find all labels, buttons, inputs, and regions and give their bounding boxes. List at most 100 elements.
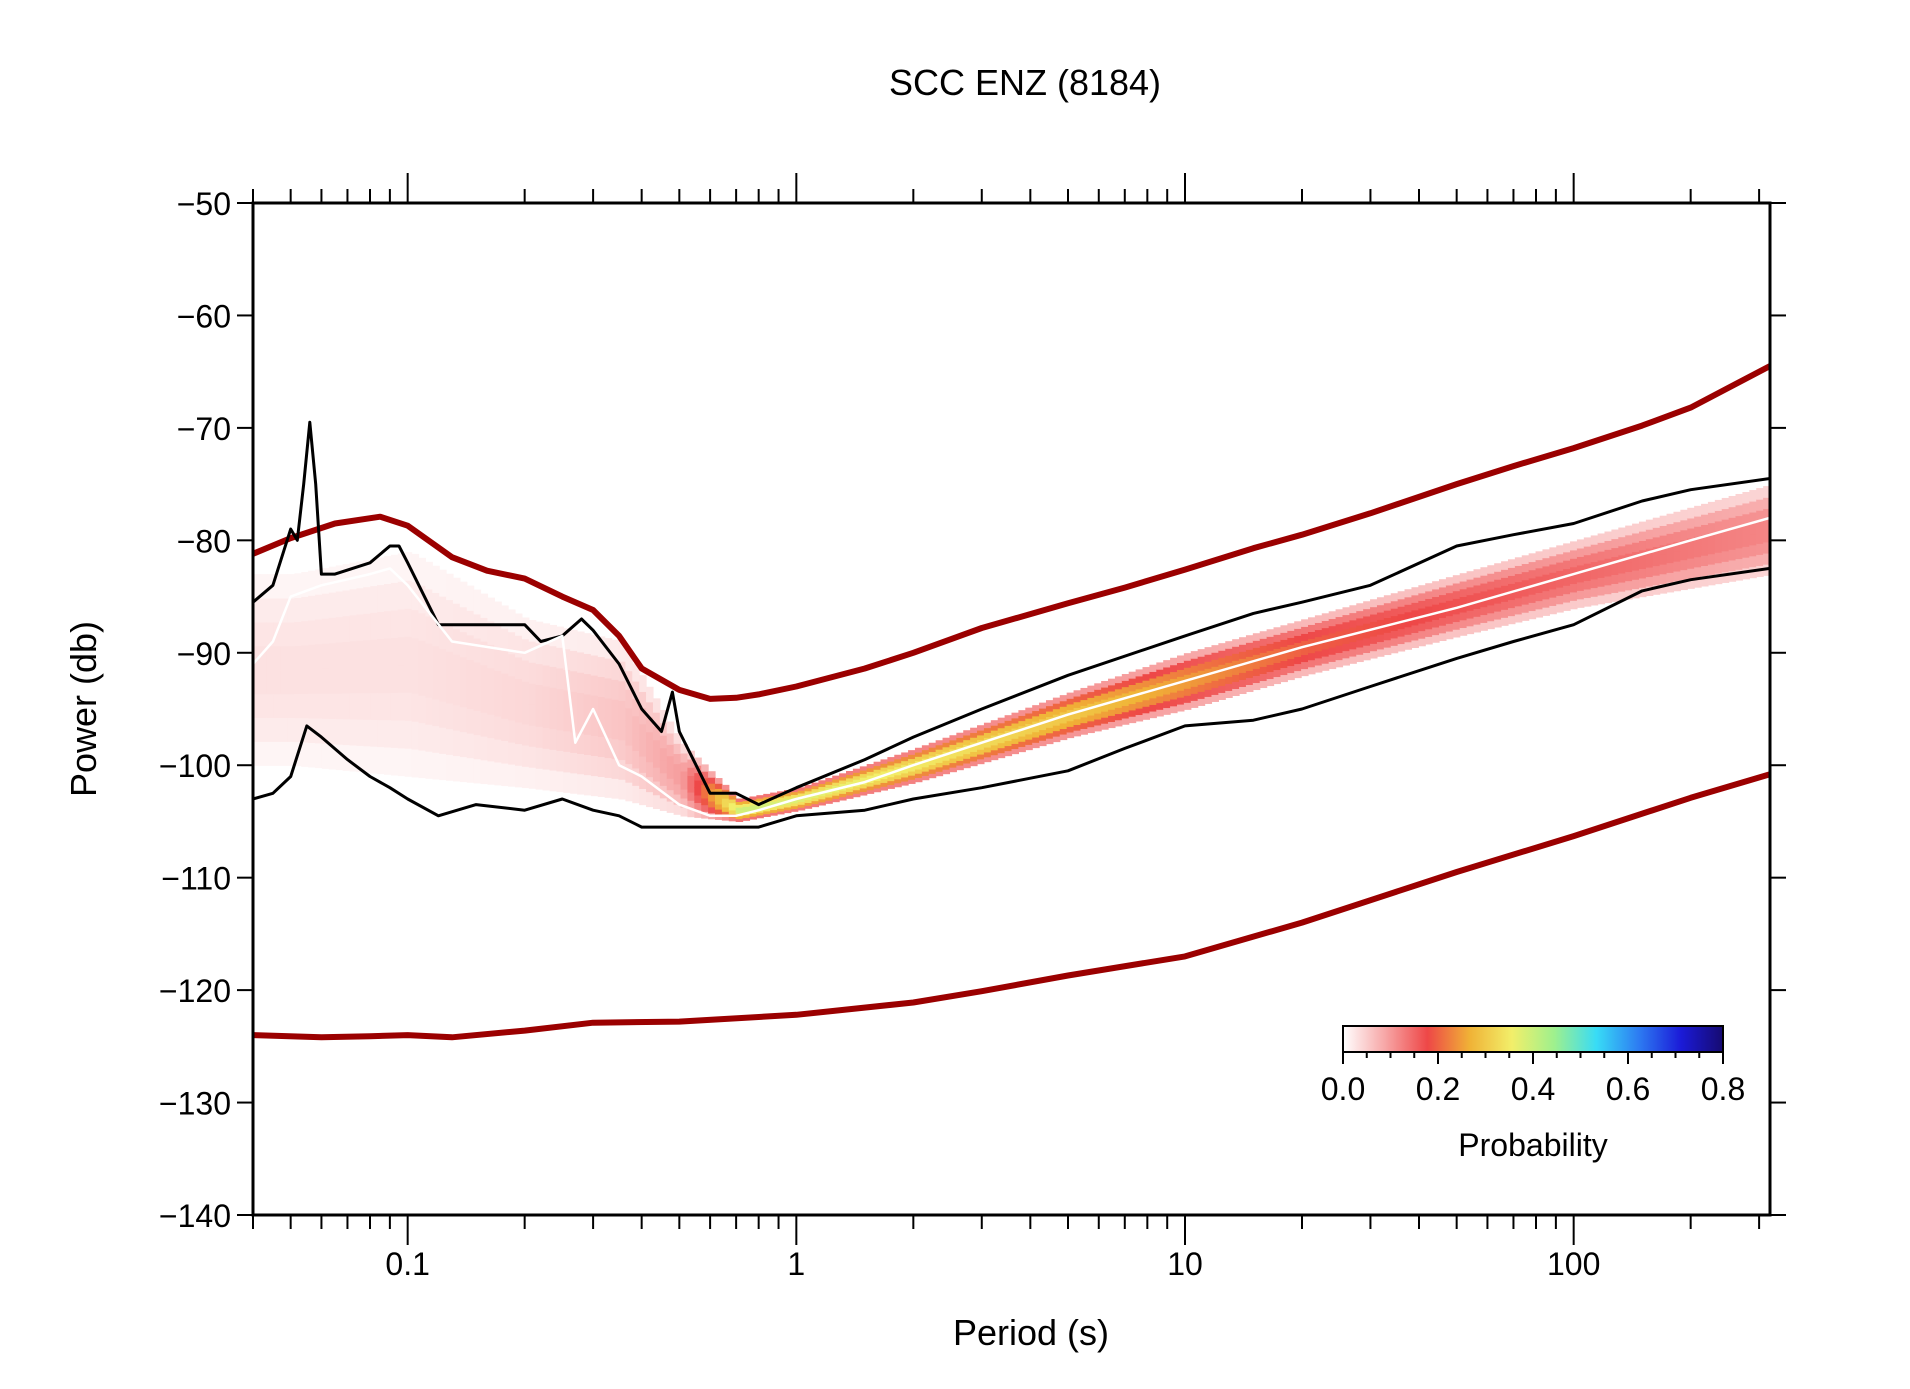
pdf-cell bbox=[1535, 567, 1544, 577]
pdf-cell bbox=[1363, 652, 1371, 661]
pdf-cell bbox=[997, 727, 1006, 734]
pdf-cell bbox=[611, 738, 620, 760]
pdf-cell bbox=[1652, 536, 1661, 547]
pdf-cell bbox=[1087, 697, 1095, 704]
pdf-cell bbox=[1487, 565, 1495, 574]
pdf-cell bbox=[1335, 659, 1344, 668]
pdf-cell bbox=[1073, 707, 1082, 714]
pdf-cell bbox=[266, 717, 275, 742]
pdf-cell bbox=[466, 708, 475, 734]
pdf-cell bbox=[459, 581, 468, 608]
pdf-cell bbox=[1735, 515, 1744, 527]
pdf-cell bbox=[1521, 604, 1530, 613]
pdf-cell bbox=[1321, 641, 1330, 650]
pdf-cell bbox=[501, 628, 509, 652]
pdf-cell bbox=[1156, 669, 1164, 677]
pdf-cell bbox=[597, 636, 606, 658]
pdf-cell bbox=[1135, 695, 1144, 703]
pdf-cell bbox=[1190, 672, 1199, 680]
pdf-cell bbox=[1204, 675, 1213, 683]
pdf-cell bbox=[1590, 587, 1599, 597]
pdf-cell bbox=[887, 776, 895, 782]
pdf-cell bbox=[708, 771, 716, 778]
pdf-cell bbox=[1714, 520, 1723, 532]
pdf-cell bbox=[1273, 641, 1282, 649]
pdf-cell bbox=[1494, 618, 1502, 628]
pdf-cell bbox=[1080, 693, 1088, 701]
pdf-cell bbox=[542, 623, 551, 645]
pdf-cell bbox=[1542, 607, 1550, 616]
pdf-cell bbox=[1280, 674, 1288, 683]
pdf-cell bbox=[1445, 600, 1454, 609]
pdf-cell bbox=[846, 781, 854, 786]
pdf-cell bbox=[625, 707, 633, 727]
pdf-cell bbox=[439, 727, 447, 754]
pdf-cell bbox=[652, 794, 661, 810]
pdf-cell bbox=[466, 757, 475, 783]
pdf-cell bbox=[335, 718, 344, 745]
pdf-cell bbox=[839, 789, 847, 794]
pdf-cell bbox=[1335, 630, 1344, 639]
pdf-cell bbox=[1673, 511, 1681, 523]
pdf-cell bbox=[1190, 665, 1199, 673]
pdf-cell bbox=[528, 662, 537, 684]
pdf-cell bbox=[963, 734, 971, 741]
pdf-cell bbox=[1728, 527, 1737, 540]
pdf-cell bbox=[563, 628, 571, 650]
pdf-cell bbox=[1459, 627, 1468, 636]
pdf-cell bbox=[1397, 628, 1406, 637]
pdf-cell bbox=[1714, 531, 1723, 543]
pdf-cell bbox=[280, 669, 289, 695]
pdf-cell bbox=[1321, 663, 1330, 671]
pdf-cell bbox=[1280, 646, 1288, 654]
pdf-cell bbox=[1473, 569, 1481, 578]
pdf-cell bbox=[887, 760, 895, 766]
pdf-cell bbox=[1514, 613, 1523, 623]
pdf-cell bbox=[1287, 672, 1295, 681]
pdf-cell bbox=[1487, 588, 1495, 598]
pdf-cell bbox=[349, 666, 358, 694]
pdf-cell bbox=[1439, 579, 1447, 588]
pdf-cell bbox=[1052, 719, 1061, 726]
pdf-cell bbox=[1514, 573, 1523, 583]
pdf-cell bbox=[701, 764, 709, 772]
pdf-cell bbox=[294, 669, 302, 695]
pdf-cell bbox=[356, 692, 364, 720]
pdf-cell bbox=[977, 758, 985, 765]
pdf-cell bbox=[1245, 677, 1254, 686]
pdf-cell bbox=[1473, 616, 1481, 625]
pdf-cell bbox=[259, 597, 268, 623]
pdf-cell bbox=[1687, 578, 1695, 589]
pdf-cell bbox=[1425, 621, 1433, 630]
pdf-cell bbox=[1349, 619, 1357, 628]
pdf-cell bbox=[873, 787, 882, 793]
pdf-cell bbox=[887, 780, 895, 786]
pdf-cell bbox=[570, 650, 578, 672]
pdf-cell bbox=[404, 636, 413, 665]
pdf-cell bbox=[1528, 561, 1537, 571]
pdf-cell bbox=[321, 568, 330, 594]
pdf-cell bbox=[990, 739, 999, 746]
pdf-cell bbox=[935, 744, 944, 750]
pdf-cell bbox=[404, 692, 413, 721]
pdf-cell bbox=[894, 762, 902, 768]
pdf-cell bbox=[1728, 495, 1737, 508]
x-tick-label: 0.1 bbox=[385, 1246, 429, 1282]
pdf-cell bbox=[1439, 586, 1447, 596]
noise-model-high-line bbox=[253, 363, 1770, 702]
pdf-cell bbox=[1563, 593, 1571, 603]
pdf-cell bbox=[832, 778, 840, 783]
pdf-cell bbox=[908, 775, 916, 780]
pdf-cell bbox=[894, 782, 902, 788]
pdf-cell bbox=[728, 795, 737, 800]
pdf-cell bbox=[1480, 614, 1488, 623]
pdf-cell bbox=[370, 719, 378, 747]
pdf-cell bbox=[1535, 551, 1544, 561]
pdf-cell bbox=[825, 800, 833, 804]
pdf-cell bbox=[708, 800, 716, 808]
pdf-cell bbox=[501, 762, 509, 787]
pdf-cell bbox=[701, 771, 709, 779]
pdf-cell bbox=[1218, 678, 1226, 686]
pdf-cell bbox=[1190, 700, 1199, 708]
